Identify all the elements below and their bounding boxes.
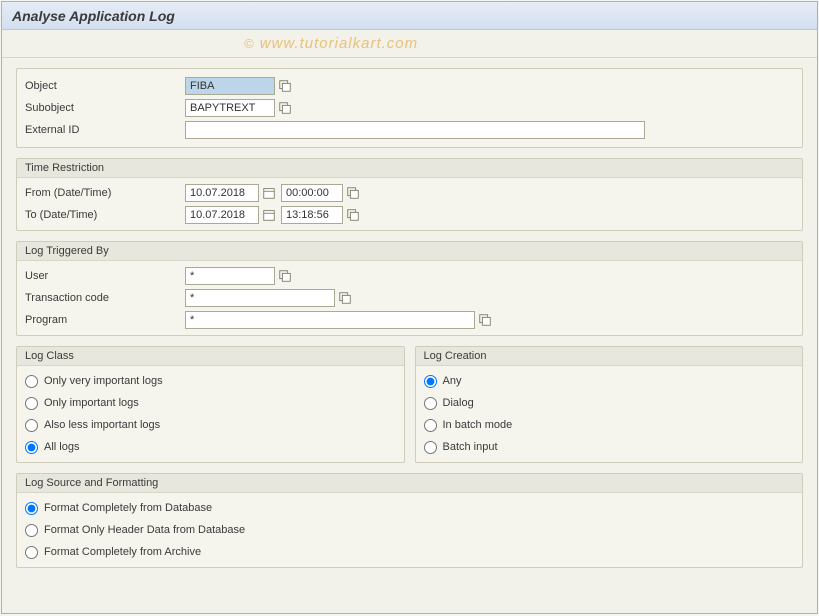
subobject-row: Subobject (17, 97, 802, 119)
from-date-input[interactable] (185, 184, 259, 202)
radio-input[interactable] (424, 441, 437, 454)
two-column-row: Log Class Only very important logs Only … (16, 346, 803, 463)
radio-label: All logs (44, 441, 79, 453)
radio-dialog[interactable]: Dialog (416, 392, 803, 414)
radio-input[interactable] (25, 546, 38, 559)
log-class-group: Log Class Only very important logs Only … (16, 346, 405, 463)
program-row: Program (17, 309, 802, 331)
title-bar: Analyse Application Log (2, 2, 817, 30)
search-help-icon[interactable] (477, 312, 493, 328)
log-creation-body: Any Dialog In batch mode Batch input (416, 366, 803, 462)
radio-input[interactable] (424, 397, 437, 410)
top-fields-group: Object Subobject External ID (16, 68, 803, 148)
time-restriction-group: Time Restriction From (Date/Time) To (Da… (16, 158, 803, 231)
search-help-icon[interactable] (277, 78, 293, 94)
log-source-group: Log Source and Formatting Format Complet… (16, 473, 803, 568)
time-restriction-header: Time Restriction (17, 159, 802, 178)
radio-label: Also less important logs (44, 419, 160, 431)
external-id-label: External ID (25, 124, 185, 136)
radio-input[interactable] (25, 375, 38, 388)
radio-header-db[interactable]: Format Only Header Data from Database (17, 519, 802, 541)
calendar-icon[interactable] (261, 185, 277, 201)
log-source-header: Log Source and Formatting (17, 474, 802, 493)
radio-input[interactable] (25, 524, 38, 537)
to-time-input[interactable] (281, 206, 343, 224)
radio-label: Format Only Header Data from Database (44, 524, 245, 536)
user-input[interactable] (185, 267, 275, 285)
from-label: From (Date/Time) (25, 187, 185, 199)
log-creation-group: Log Creation Any Dialog In batch mode (415, 346, 804, 463)
radio-label: Dialog (443, 397, 474, 409)
content-area: Object Subobject External ID Time Restri… (2, 58, 817, 588)
radio-input[interactable] (25, 397, 38, 410)
from-row: From (Date/Time) (17, 182, 802, 204)
to-row: To (Date/Time) (17, 204, 802, 226)
radio-batch-input[interactable]: Batch input (416, 436, 803, 458)
radio-label: Batch input (443, 441, 498, 453)
search-help-icon[interactable] (345, 185, 361, 201)
log-source-body: Format Completely from Database Format O… (17, 493, 802, 567)
from-time-input[interactable] (281, 184, 343, 202)
user-label: User (25, 270, 185, 282)
radio-label: Only important logs (44, 397, 139, 409)
to-date-input[interactable] (185, 206, 259, 224)
log-triggered-body: User Transaction code Program (17, 261, 802, 335)
subobject-label: Subobject (25, 102, 185, 114)
object-label: Object (25, 80, 185, 92)
app-window: Analyse Application Log © www.tutorialka… (1, 1, 818, 614)
radio-input[interactable] (25, 419, 38, 432)
page-title: Analyse Application Log (12, 8, 175, 24)
radio-input[interactable] (25, 441, 38, 454)
radio-batch-mode[interactable]: In batch mode (416, 414, 803, 436)
radio-archive[interactable]: Format Completely from Archive (17, 541, 802, 563)
radio-label: Format Completely from Database (44, 502, 212, 514)
radio-very-important[interactable]: Only very important logs (17, 370, 404, 392)
to-label: To (Date/Time) (25, 209, 185, 221)
calendar-icon[interactable] (261, 207, 277, 223)
radio-less-important[interactable]: Also less important logs (17, 414, 404, 436)
search-help-icon[interactable] (277, 268, 293, 284)
subobject-input[interactable] (185, 99, 275, 117)
program-label: Program (25, 314, 185, 326)
time-restriction-body: From (Date/Time) To (Date/Time) (17, 178, 802, 230)
radio-label: Only very important logs (44, 375, 163, 387)
toolbar (2, 30, 817, 58)
radio-input[interactable] (25, 502, 38, 515)
log-triggered-header: Log Triggered By (17, 242, 802, 261)
radio-any[interactable]: Any (416, 370, 803, 392)
radio-input[interactable] (424, 419, 437, 432)
radio-full-db[interactable]: Format Completely from Database (17, 497, 802, 519)
tcode-row: Transaction code (17, 287, 802, 309)
user-row: User (17, 265, 802, 287)
external-id-row: External ID (17, 119, 802, 141)
search-help-icon[interactable] (277, 100, 293, 116)
log-class-header: Log Class (17, 347, 404, 366)
log-creation-header: Log Creation (416, 347, 803, 366)
radio-label: Any (443, 375, 462, 387)
program-input[interactable] (185, 311, 475, 329)
tcode-label: Transaction code (25, 292, 185, 304)
log-class-body: Only very important logs Only important … (17, 366, 404, 462)
radio-important[interactable]: Only important logs (17, 392, 404, 414)
radio-all-logs[interactable]: All logs (17, 436, 404, 458)
radio-label: In batch mode (443, 419, 513, 431)
radio-label: Format Completely from Archive (44, 546, 201, 558)
object-input[interactable] (185, 77, 275, 95)
search-help-icon[interactable] (345, 207, 361, 223)
object-row: Object (17, 75, 802, 97)
log-triggered-group: Log Triggered By User Transaction code (16, 241, 803, 336)
tcode-input[interactable] (185, 289, 335, 307)
search-help-icon[interactable] (337, 290, 353, 306)
radio-input[interactable] (424, 375, 437, 388)
external-id-input[interactable] (185, 121, 645, 139)
